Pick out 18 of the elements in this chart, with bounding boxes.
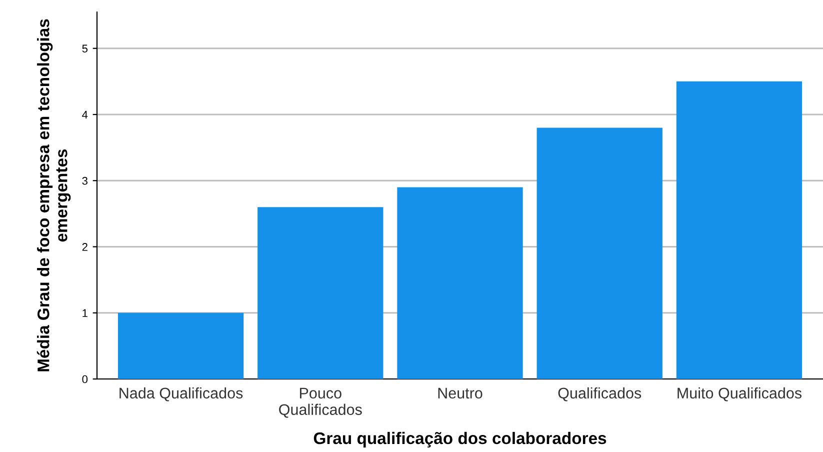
y-tick-label: 0 <box>82 375 88 384</box>
bar <box>397 187 523 379</box>
x-tick-label: Neutro <box>438 388 482 399</box>
x-tick-label: Nada Qualificados <box>120 387 243 402</box>
y-tick-label: 5 <box>82 44 88 53</box>
x-axis-title: Grau qualificação dos colaboradores <box>314 432 606 448</box>
bar <box>258 207 384 379</box>
y-tick-label: 2 <box>82 243 88 251</box>
y-axis-title: Média Grau de foco empresa em tecnologias emergentes <box>36 19 71 372</box>
x-tick-label: Muito Qualificados <box>678 387 802 402</box>
y-tick-label: 1 <box>82 309 88 317</box>
x-tick-label: Pouco Qualificados <box>279 388 362 418</box>
x-tick-label: Qualificados <box>558 387 642 402</box>
bar <box>118 312 244 379</box>
y-tick-label: 4 <box>82 110 88 119</box>
bar <box>536 128 662 379</box>
bar <box>676 81 802 379</box>
y-tick-label: 3 <box>82 176 88 185</box>
